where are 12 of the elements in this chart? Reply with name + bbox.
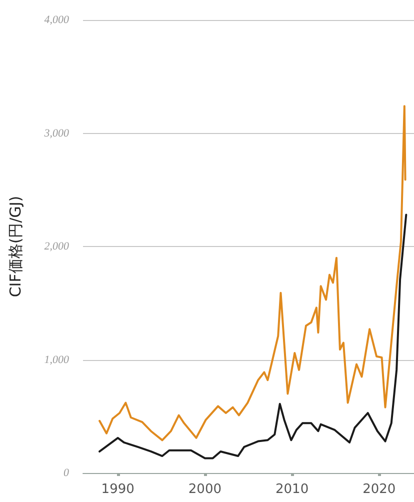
y-tick-label: 4,000: [44, 14, 70, 26]
line-series: [98, 214, 408, 460]
y-tick-label: 0: [64, 467, 70, 479]
x-tick-label: 1990: [101, 482, 134, 497]
y-tick-label: 2,000: [44, 240, 70, 252]
y-axis-title: CIF価格(円/GJ): [6, 196, 24, 298]
line-series: [98, 105, 406, 442]
x-tick-label: 2020: [362, 482, 396, 497]
x-tick-label: 2000: [188, 482, 222, 497]
y-tick-label: 3,000: [43, 127, 70, 140]
y-tick-label: 1,000: [44, 354, 70, 366]
x-tick-label: 2010: [276, 482, 309, 497]
